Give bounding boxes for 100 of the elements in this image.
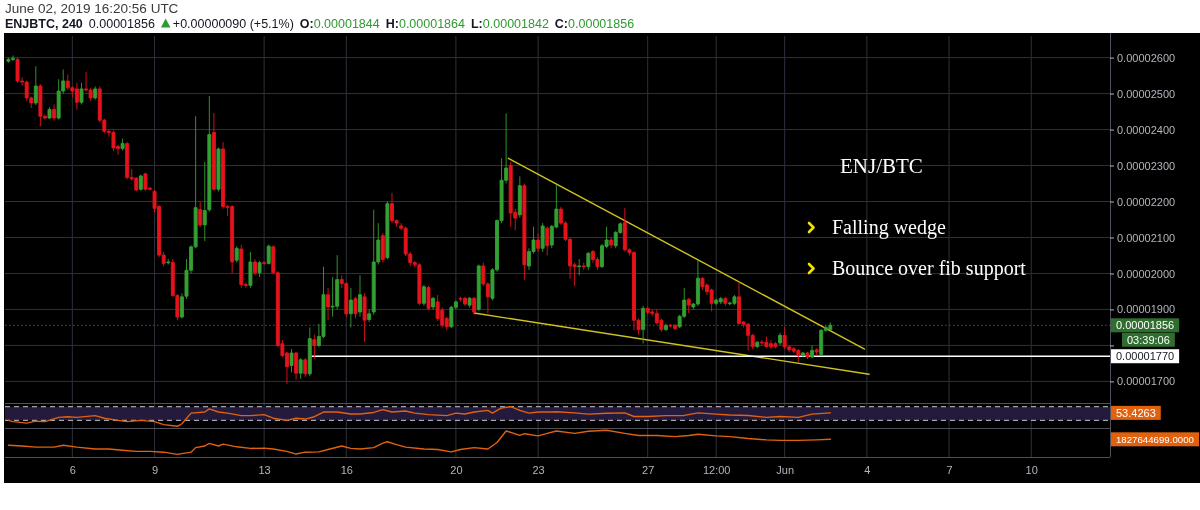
candlestick (234, 246, 239, 264)
candlestick (303, 357, 308, 378)
candlestick (476, 264, 481, 312)
candlestick (6, 57, 11, 64)
candlestick (198, 201, 203, 228)
x-tick-label: 7 (946, 463, 953, 476)
candlestick (755, 340, 760, 349)
candlestick (517, 175, 522, 219)
candlestick (536, 233, 541, 253)
candlestick (641, 305, 646, 345)
candlestick (810, 344, 815, 359)
annotation: Bounce over fib support (832, 257, 1027, 280)
candlestick (326, 287, 331, 321)
candlestick (289, 348, 294, 373)
x-tick-label: 13 (258, 463, 271, 476)
candlestick (800, 351, 805, 358)
ref-line-label: 0.00001856 (1116, 319, 1175, 332)
x-tick-label: 27 (642, 463, 655, 476)
candlestick (38, 83, 43, 127)
candlestick (718, 296, 723, 305)
candlestick (362, 292, 367, 343)
y-tick-label: 0.00002500 (1117, 87, 1176, 100)
x-tick-label: 9 (151, 463, 159, 476)
text: 03:39:06 (1127, 333, 1170, 346)
text: L:0.00001842 (470, 17, 549, 31)
candlestick (695, 259, 700, 307)
text: 53.4263 (1116, 406, 1156, 419)
text: C:0.00001856 (554, 17, 635, 31)
x-tick-label: 23 (532, 463, 545, 476)
candlestick (262, 260, 267, 266)
candlestick (385, 201, 390, 260)
data-label: 0.00001770 (1116, 350, 1175, 363)
candlestick (663, 323, 668, 332)
text: +0.00000090 (+5.1%) (172, 17, 294, 31)
x-tick-label: 10 (1025, 463, 1038, 476)
candlestick (111, 129, 116, 152)
candlestick (202, 161, 207, 242)
y-tick-label: 0.00002100 (1117, 231, 1176, 244)
candlestick (74, 82, 79, 111)
y-tick-label: 0.00001900 (1117, 303, 1176, 316)
text: H:0.00001864 (385, 17, 466, 31)
candlestick (577, 258, 582, 276)
candlestick (782, 326, 787, 350)
y-tick-label: 0.00001700 (1117, 375, 1176, 388)
chart-subtitle: June 02, 2019 16:20:56 UTC (5, 1, 179, 16)
candlestick (819, 328, 824, 356)
candlestick (714, 298, 719, 306)
candlestick (700, 276, 705, 291)
x-tick-label: 12:00 (702, 463, 731, 476)
candlestick (47, 106, 52, 120)
y-tick-label: 0.00002300 (1117, 159, 1176, 172)
candlestick (467, 296, 472, 309)
candlestick (348, 287, 353, 328)
candlestick (522, 183, 527, 281)
candlestick (426, 285, 431, 311)
y-tick-label: 0.00002600 (1117, 51, 1176, 64)
y-tick-label: 0.00002200 (1117, 195, 1176, 208)
candlestick (216, 147, 221, 192)
x-tick-label: 4 (864, 463, 871, 476)
candlestick (312, 334, 317, 360)
candlestick (581, 262, 586, 271)
candlestick (586, 251, 591, 271)
candlestick (773, 341, 778, 349)
candlestick (266, 244, 271, 265)
candlestick (371, 209, 376, 316)
text: 1827644699.0000 (1116, 433, 1194, 445)
candlestick (353, 296, 358, 319)
candlestick (458, 296, 463, 302)
candlestick (828, 321, 833, 331)
candlestick (778, 332, 783, 346)
candlestick (52, 103, 57, 121)
candlestick (367, 309, 372, 323)
candlestick (540, 222, 545, 253)
candlestick (253, 258, 257, 276)
x-tick-label: Jun (776, 463, 795, 476)
candlestick (421, 284, 426, 307)
candlestick (709, 288, 714, 312)
candlestick (358, 274, 362, 318)
x-tick-label: 6 (69, 463, 76, 476)
x-tick-label: 16 (340, 463, 353, 476)
chart-title: ENJBTC, 240 (5, 17, 83, 31)
y-tick-label: 0.00002400 (1117, 123, 1176, 136)
candlestick (307, 326, 312, 377)
candlestick (609, 237, 614, 249)
candlestick (79, 82, 84, 105)
candlestick (33, 65, 38, 106)
candlestick (15, 57, 20, 84)
candlestick (805, 351, 810, 360)
candlestick (472, 296, 477, 316)
candlestick (764, 335, 769, 349)
candlestick (732, 294, 737, 306)
candlestick (207, 95, 212, 213)
candlestick (796, 348, 801, 363)
candlestick (417, 262, 422, 306)
candlestick (431, 296, 436, 310)
candlestick (686, 297, 691, 314)
candlestick (166, 258, 171, 265)
candlestick (545, 226, 550, 256)
annotation: ENJ/BTC (840, 154, 923, 178)
candlestick (143, 172, 148, 192)
